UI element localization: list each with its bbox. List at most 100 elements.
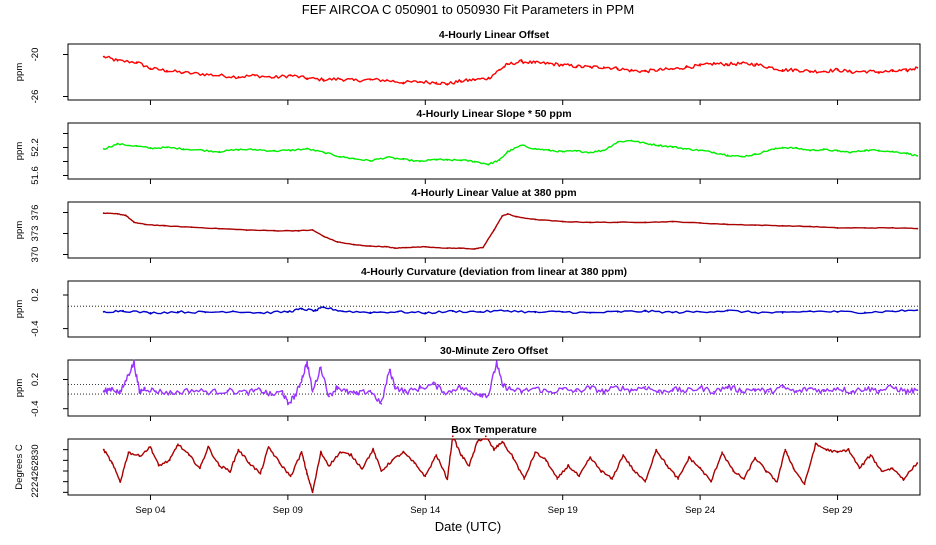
data-point	[259, 389, 262, 392]
data-point	[506, 150, 509, 153]
data-point	[864, 387, 866, 390]
data-point	[182, 71, 185, 74]
data-point	[328, 395, 330, 398]
y-tick-label: 373	[30, 226, 41, 242]
data-point	[479, 310, 482, 313]
data-point	[199, 467, 201, 470]
x-axis-title: Date (UTC)	[435, 519, 501, 534]
data-point	[781, 312, 784, 314]
y-axis-label: ppm	[14, 221, 25, 240]
data-point	[506, 213, 509, 215]
data-point	[451, 310, 454, 313]
panel-frame	[67, 280, 921, 338]
data-point	[484, 435, 487, 438]
data-point	[352, 157, 355, 160]
data-point	[699, 222, 701, 224]
data-point	[836, 386, 839, 389]
y-tick-label: -26	[30, 90, 41, 104]
x-axis: Sep 04 Sep 09 Sep 14 Sep 19 Sep 24 Sep 29	[135, 505, 852, 516]
data-point	[493, 448, 495, 451]
data-point	[699, 386, 701, 389]
data-point	[473, 160, 476, 163]
data-point	[163, 224, 166, 227]
data-point	[372, 448, 374, 451]
data-point	[847, 448, 850, 451]
data-point	[306, 77, 308, 80]
data-point	[168, 459, 171, 462]
data-point	[548, 62, 550, 65]
data-point	[589, 66, 592, 68]
data-point	[916, 389, 919, 392]
data-point	[369, 311, 372, 314]
data-point	[278, 462, 281, 464]
data-point	[182, 148, 185, 150]
data-point	[905, 152, 908, 155]
data-point	[501, 215, 504, 217]
data-point	[809, 225, 811, 228]
data-point	[754, 153, 756, 156]
data-point	[864, 227, 866, 229]
data-point	[259, 472, 262, 475]
panel-frame	[67, 122, 921, 180]
data-point	[322, 78, 325, 81]
panel-title: 4-Hourly Linear Offset	[439, 29, 550, 41]
data-point	[776, 480, 778, 483]
data-point	[726, 385, 729, 388]
data-point	[809, 310, 811, 313]
data-point	[207, 446, 210, 448]
data-point	[561, 64, 564, 66]
data-point	[418, 80, 421, 83]
data-point	[254, 74, 256, 77]
panel-3: 4-Hourly Linear Value at 380 ppm ppm 370 37…	[14, 187, 921, 263]
data-point	[509, 388, 512, 391]
data-point	[644, 70, 647, 73]
data-point	[658, 144, 660, 147]
data-point	[418, 387, 421, 390]
data-point	[487, 394, 490, 396]
data-point	[289, 74, 292, 77]
data-point	[498, 69, 501, 71]
data-point	[767, 390, 770, 393]
data-point	[905, 390, 908, 393]
y-axis-label: ppm	[14, 142, 25, 161]
y-axis-label: ppm	[14, 379, 25, 398]
data-point	[457, 385, 460, 388]
data-point	[726, 63, 729, 66]
data-point	[218, 227, 221, 230]
data-point	[523, 478, 526, 480]
data-point	[451, 435, 454, 438]
data-point	[237, 76, 240, 78]
data-point	[273, 150, 275, 152]
data-point	[822, 148, 825, 151]
data-point	[561, 310, 564, 313]
data-point	[671, 311, 674, 314]
data-point	[916, 462, 919, 464]
data-point	[281, 390, 284, 393]
data-point	[237, 148, 240, 151]
data-point	[116, 59, 119, 62]
data-point	[133, 221, 135, 224]
panel-title: Box Temperature	[451, 424, 537, 436]
data-point	[446, 392, 449, 394]
data-point	[754, 456, 756, 459]
y-tick-label: 376	[30, 205, 41, 221]
data-point	[795, 147, 798, 150]
data-point	[218, 74, 221, 77]
data-point	[740, 62, 743, 65]
data-point	[671, 145, 674, 148]
data-point	[589, 151, 592, 154]
data-point	[350, 454, 352, 456]
data-point	[616, 386, 619, 389]
data-point	[836, 310, 839, 313]
y-tick-label: 30	[30, 444, 41, 455]
data-point	[102, 148, 105, 150]
data-point	[644, 385, 647, 388]
data-point	[460, 247, 462, 250]
data-point	[671, 68, 674, 71]
data-point	[270, 394, 273, 396]
data-point	[435, 81, 438, 84]
data-point	[476, 440, 479, 443]
data-point	[300, 451, 303, 454]
data-point	[479, 393, 482, 395]
